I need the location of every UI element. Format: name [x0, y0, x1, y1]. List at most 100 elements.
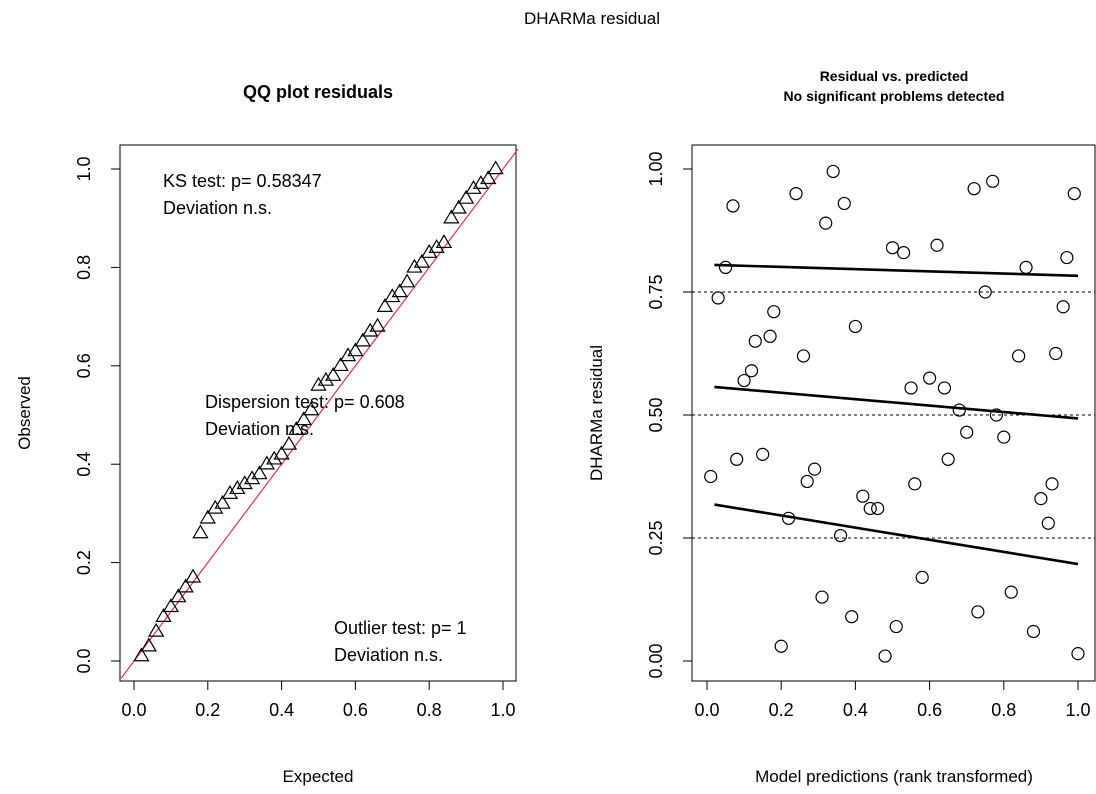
qq-x-tick-label: 0.8 [417, 700, 442, 720]
residual-point [763, 329, 777, 343]
rv-y-tick-label: 0.25 [646, 520, 666, 555]
rv-y-tick-label: 0.00 [646, 643, 666, 678]
qq-point [207, 499, 224, 514]
outlier-test-line: Outlier test: p= 1 [334, 618, 467, 638]
residual-point [871, 501, 885, 516]
residual-point [1045, 477, 1059, 491]
residual-point [986, 174, 1000, 188]
residual-point [897, 246, 911, 260]
residual-points [704, 164, 1085, 663]
residual-point [726, 199, 740, 213]
residual-point [815, 590, 829, 604]
dispersion-test-line: Dispersion test: p= 0.608 [205, 392, 405, 412]
residual-point [807, 462, 822, 476]
qq-point [236, 475, 253, 490]
qq-point [310, 376, 327, 391]
residual-point [856, 489, 870, 503]
residual-point [744, 364, 759, 378]
qq-point [295, 411, 312, 426]
qq-point [435, 234, 453, 249]
qq-point [421, 243, 438, 258]
residual-point [878, 649, 892, 663]
rv-x-tick-label: 0.2 [769, 700, 794, 720]
residual-point [1060, 250, 1074, 265]
qq-y-tick-label: 1.0 [74, 156, 94, 181]
qq-x-axis: 0.0 0.2 0.4 0.6 0.8 1.0 [121, 680, 516, 720]
residual-vs-predicted-panel: Residual vs. predicted No significant pr… [587, 68, 1096, 786]
residual-point [978, 285, 992, 299]
residual-quantile-fit-line [714, 385, 1079, 420]
qq-y-tick-label: 0.2 [74, 550, 94, 575]
qq-y-tick-label: 0.4 [74, 452, 94, 477]
residual-point [971, 605, 985, 619]
qq-point [480, 170, 497, 185]
residual-point [889, 619, 903, 634]
qq-point [229, 480, 246, 495]
page-title: DHARMa residual [524, 9, 660, 28]
rv-y-tick-label: 1.00 [646, 151, 666, 186]
qq-point [258, 455, 276, 470]
residual-point [967, 182, 981, 196]
qq-point [251, 465, 268, 480]
qq-reference-line [120, 148, 519, 679]
residual-point [1071, 647, 1085, 661]
residual-point [1041, 516, 1055, 530]
residual-point [1034, 492, 1048, 506]
qq-point [361, 322, 379, 337]
residual-point [908, 477, 922, 491]
qq-point [184, 568, 202, 583]
outlier-deviation-line: Deviation n.s. [334, 645, 443, 665]
rv-y-tick-label: 0.50 [646, 397, 666, 432]
residual-point [789, 187, 803, 201]
residual-point [1056, 300, 1070, 314]
residual-point [922, 371, 937, 385]
residual-y-axis-label: DHARMa residual [587, 345, 606, 481]
residual-point [774, 639, 788, 653]
qq-point [332, 357, 349, 372]
qq-point [243, 470, 261, 485]
residual-point [704, 469, 718, 484]
qq-y-tick-label: 0.6 [74, 353, 94, 378]
ks-deviation-line: Deviation n.s. [163, 198, 272, 218]
residual-quantile-fits [714, 263, 1079, 566]
qq-point [162, 598, 180, 613]
residual-point [748, 334, 762, 348]
residual-point [930, 238, 944, 252]
qq-point [487, 160, 504, 175]
residual-point [711, 291, 725, 305]
residual-point [1012, 349, 1026, 363]
residual-point [756, 447, 770, 461]
residual-point [819, 216, 833, 230]
residual-point [952, 403, 966, 417]
qq-y-tick-label: 0.0 [74, 648, 94, 673]
residual-y-axis: 0.00 0.25 0.50 0.75 1.00 [646, 151, 693, 679]
qq-point [376, 298, 394, 313]
residual-point [997, 430, 1011, 444]
qq-point [325, 366, 342, 381]
qq-y-tick-label: 0.8 [74, 255, 94, 280]
qq-x-tick-label: 0.4 [269, 700, 294, 720]
qq-point [450, 199, 467, 214]
qq-point [369, 317, 386, 332]
residual-dashed-lines [692, 291, 1095, 539]
rv-x-tick-label: 0.0 [694, 700, 719, 720]
residual-point [800, 474, 814, 489]
residual-point [1019, 260, 1033, 274]
rv-x-tick-label: 0.8 [991, 700, 1016, 720]
qq-point [147, 622, 165, 637]
qq-point [472, 175, 490, 190]
qq-point [391, 283, 408, 298]
qq-point [413, 253, 430, 268]
residual-point [1004, 585, 1018, 599]
qq-point [133, 647, 150, 662]
qq-x-axis-label: Expected [283, 767, 354, 786]
qq-x-tick-label: 1.0 [490, 700, 515, 720]
qq-point [465, 179, 482, 194]
residual-x-axis-label: Model predictions (rank transformed) [755, 767, 1033, 786]
rv-y-tick-label: 0.75 [646, 274, 666, 309]
residual-point [848, 319, 863, 334]
qq-point [428, 239, 445, 253]
residual-point [837, 196, 851, 211]
residual-point [826, 164, 840, 179]
